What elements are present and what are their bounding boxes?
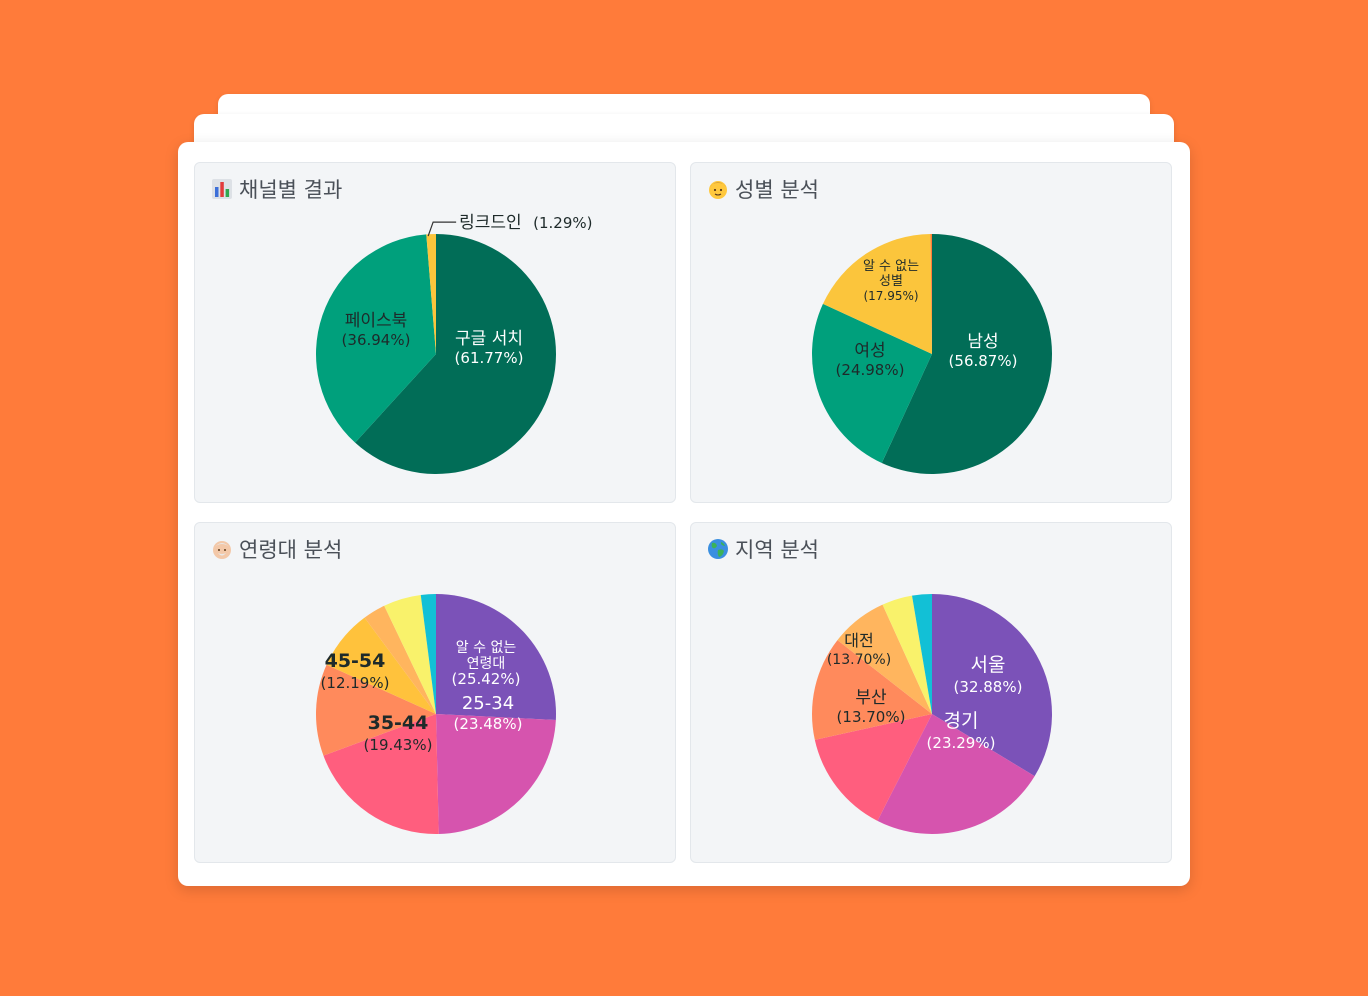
- report-card: 채널별 결과 구글 서치 (61.77%) 페이스북 (36.94%) 링크드인 (1.2…: [178, 142, 1190, 886]
- slice-label: 남성: [967, 332, 998, 352]
- slice-percent: (56.87%): [949, 352, 1018, 370]
- pie-slice: [881, 234, 1052, 474]
- slice-percent: (24.98%): [836, 361, 905, 379]
- panel-title: 지역 분석: [707, 534, 819, 564]
- gender-panel: 성별 분석 남성 (56.87%) 여성 (24.98%) 알 수 없는 성별 (17.95…: [690, 162, 1172, 503]
- slice-label: 페이스북: [345, 311, 408, 331]
- slice-percent: (13.70%): [837, 708, 906, 726]
- slice-percent: (23.48%): [454, 715, 523, 733]
- age-panel: 연령대 분석 알 수 없는 연령대 (25.42%) 25-34 (23.48%) 35-…: [194, 522, 676, 863]
- slice-percent: (25.42%): [452, 670, 521, 688]
- slice-label: 알 수 없는: [863, 259, 919, 274]
- old-man-face-icon: [213, 541, 231, 559]
- region-pie-chart: 서울(32.88%)경기(23.29%)부산(13.70%)대전(13.70%): [812, 594, 1052, 834]
- pie-slice: [323, 714, 439, 834]
- slice-label: 경기: [944, 710, 979, 732]
- callout-line: [427, 221, 457, 237]
- panel-title: 성별 분석: [707, 174, 819, 204]
- panel-title-text: 연령대 분석: [239, 538, 343, 562]
- pie-slice: [932, 594, 1052, 777]
- bar-chart-icon: [212, 179, 232, 199]
- pie-slice: [326, 617, 436, 714]
- slice-percent: (12.19%): [321, 674, 390, 692]
- pie-slice: [814, 714, 932, 821]
- pie-slice: [420, 594, 436, 714]
- slice-label: 25-34: [462, 693, 514, 714]
- slice-label: 구글 서치: [455, 329, 523, 349]
- slice-label: 링크드인: [459, 213, 522, 233]
- pie-slice: [436, 594, 556, 721]
- slice-percent: (19.43%): [364, 736, 433, 754]
- pie-slice: [316, 664, 436, 756]
- pie-slice: [822, 234, 932, 354]
- slice-percent: (23.29%): [927, 734, 996, 752]
- pie-slice: [877, 714, 1035, 834]
- pie-slice: [384, 594, 436, 714]
- channel-pie-chart: 구글 서치(61.77%) 페이스북(36.94%) 링크드인 (1.29%): [316, 213, 592, 474]
- slice-percent: (32.88%): [954, 678, 1023, 696]
- slice-label: 서울: [971, 654, 1006, 676]
- pie-slice: [930, 234, 932, 354]
- slice-percent: (61.77%): [455, 349, 524, 367]
- pie-slice: [355, 234, 556, 474]
- globe-icon: [708, 539, 728, 559]
- slice-label: 35-44: [368, 712, 429, 734]
- slice-percent: (17.95%): [863, 289, 918, 303]
- slice-label: 45-54: [325, 650, 386, 672]
- panel-title-text: 채널별 결과: [239, 178, 343, 202]
- panel-title-text: 지역 분석: [735, 538, 819, 562]
- panel-title-text: 성별 분석: [735, 178, 819, 202]
- slice-label: 대전: [844, 631, 873, 650]
- pie-slice: [837, 604, 932, 714]
- slice-percent: (1.29%): [533, 214, 592, 232]
- pie-slice: [882, 595, 932, 714]
- region-panel: 지역 분석 서울 (32.88%) 경기 (23.29%) 부산 (13.70%) 대전 (1…: [690, 522, 1172, 863]
- panel-title: 채널별 결과: [211, 174, 342, 204]
- pie-slice: [426, 234, 436, 354]
- channel-panel: 채널별 결과 구글 서치 (61.77%) 페이스북 (36.94%) 링크드인 (1.2…: [194, 162, 676, 503]
- slice-label: 성별: [879, 274, 903, 289]
- slice-label: 부산: [855, 688, 887, 708]
- man-face-icon: [709, 181, 727, 199]
- slice-label: 여성: [854, 341, 885, 361]
- slice-label: 알 수 없는: [456, 640, 517, 656]
- pie-slice: [812, 640, 932, 740]
- pie-slice: [812, 303, 932, 463]
- panel-title: 연령대 분석: [211, 534, 342, 564]
- pie-slice: [316, 234, 436, 443]
- slice-percent: (36.94%): [342, 331, 411, 349]
- pie-slice: [912, 594, 932, 714]
- slice-label: 연령대: [467, 656, 506, 672]
- slice-percent: (13.70%): [827, 652, 891, 668]
- pie-slice: [436, 714, 556, 834]
- pie-slice: [364, 605, 436, 714]
